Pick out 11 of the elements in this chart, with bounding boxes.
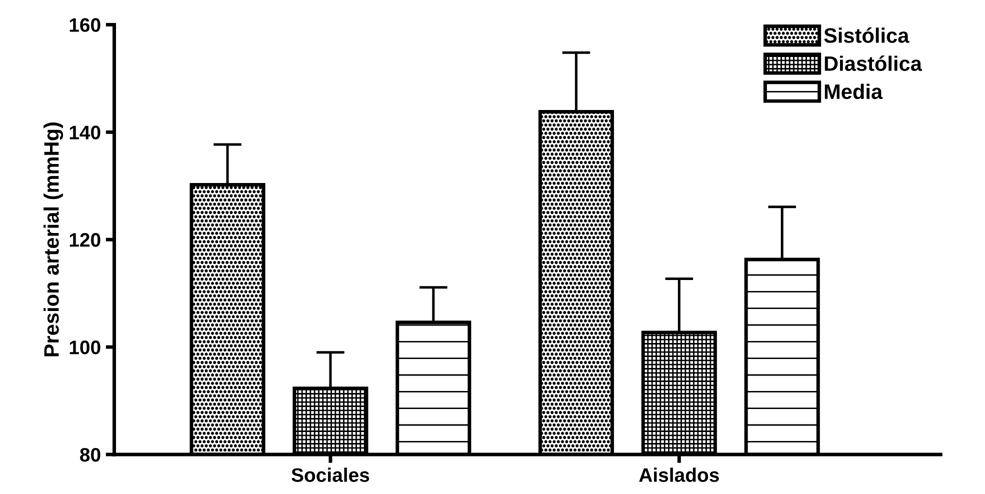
- legend-label: Sistólica: [824, 27, 910, 43]
- x-tick-label: Sociales: [292, 468, 370, 482]
- legend-label: Diastólica: [824, 56, 922, 71]
- y-tick-label: 100: [70, 340, 100, 354]
- y-tick-label: 160: [70, 18, 100, 32]
- y-tick-label: 80: [80, 448, 100, 462]
- legend-label: Media: [824, 84, 883, 100]
- y-tick-label: 140: [70, 126, 100, 140]
- x-tick-label: Aislados: [639, 468, 719, 482]
- y-tick-label: 120: [70, 233, 100, 247]
- y-axis-title: Presion arterial (mmHg): [44, 122, 64, 356]
